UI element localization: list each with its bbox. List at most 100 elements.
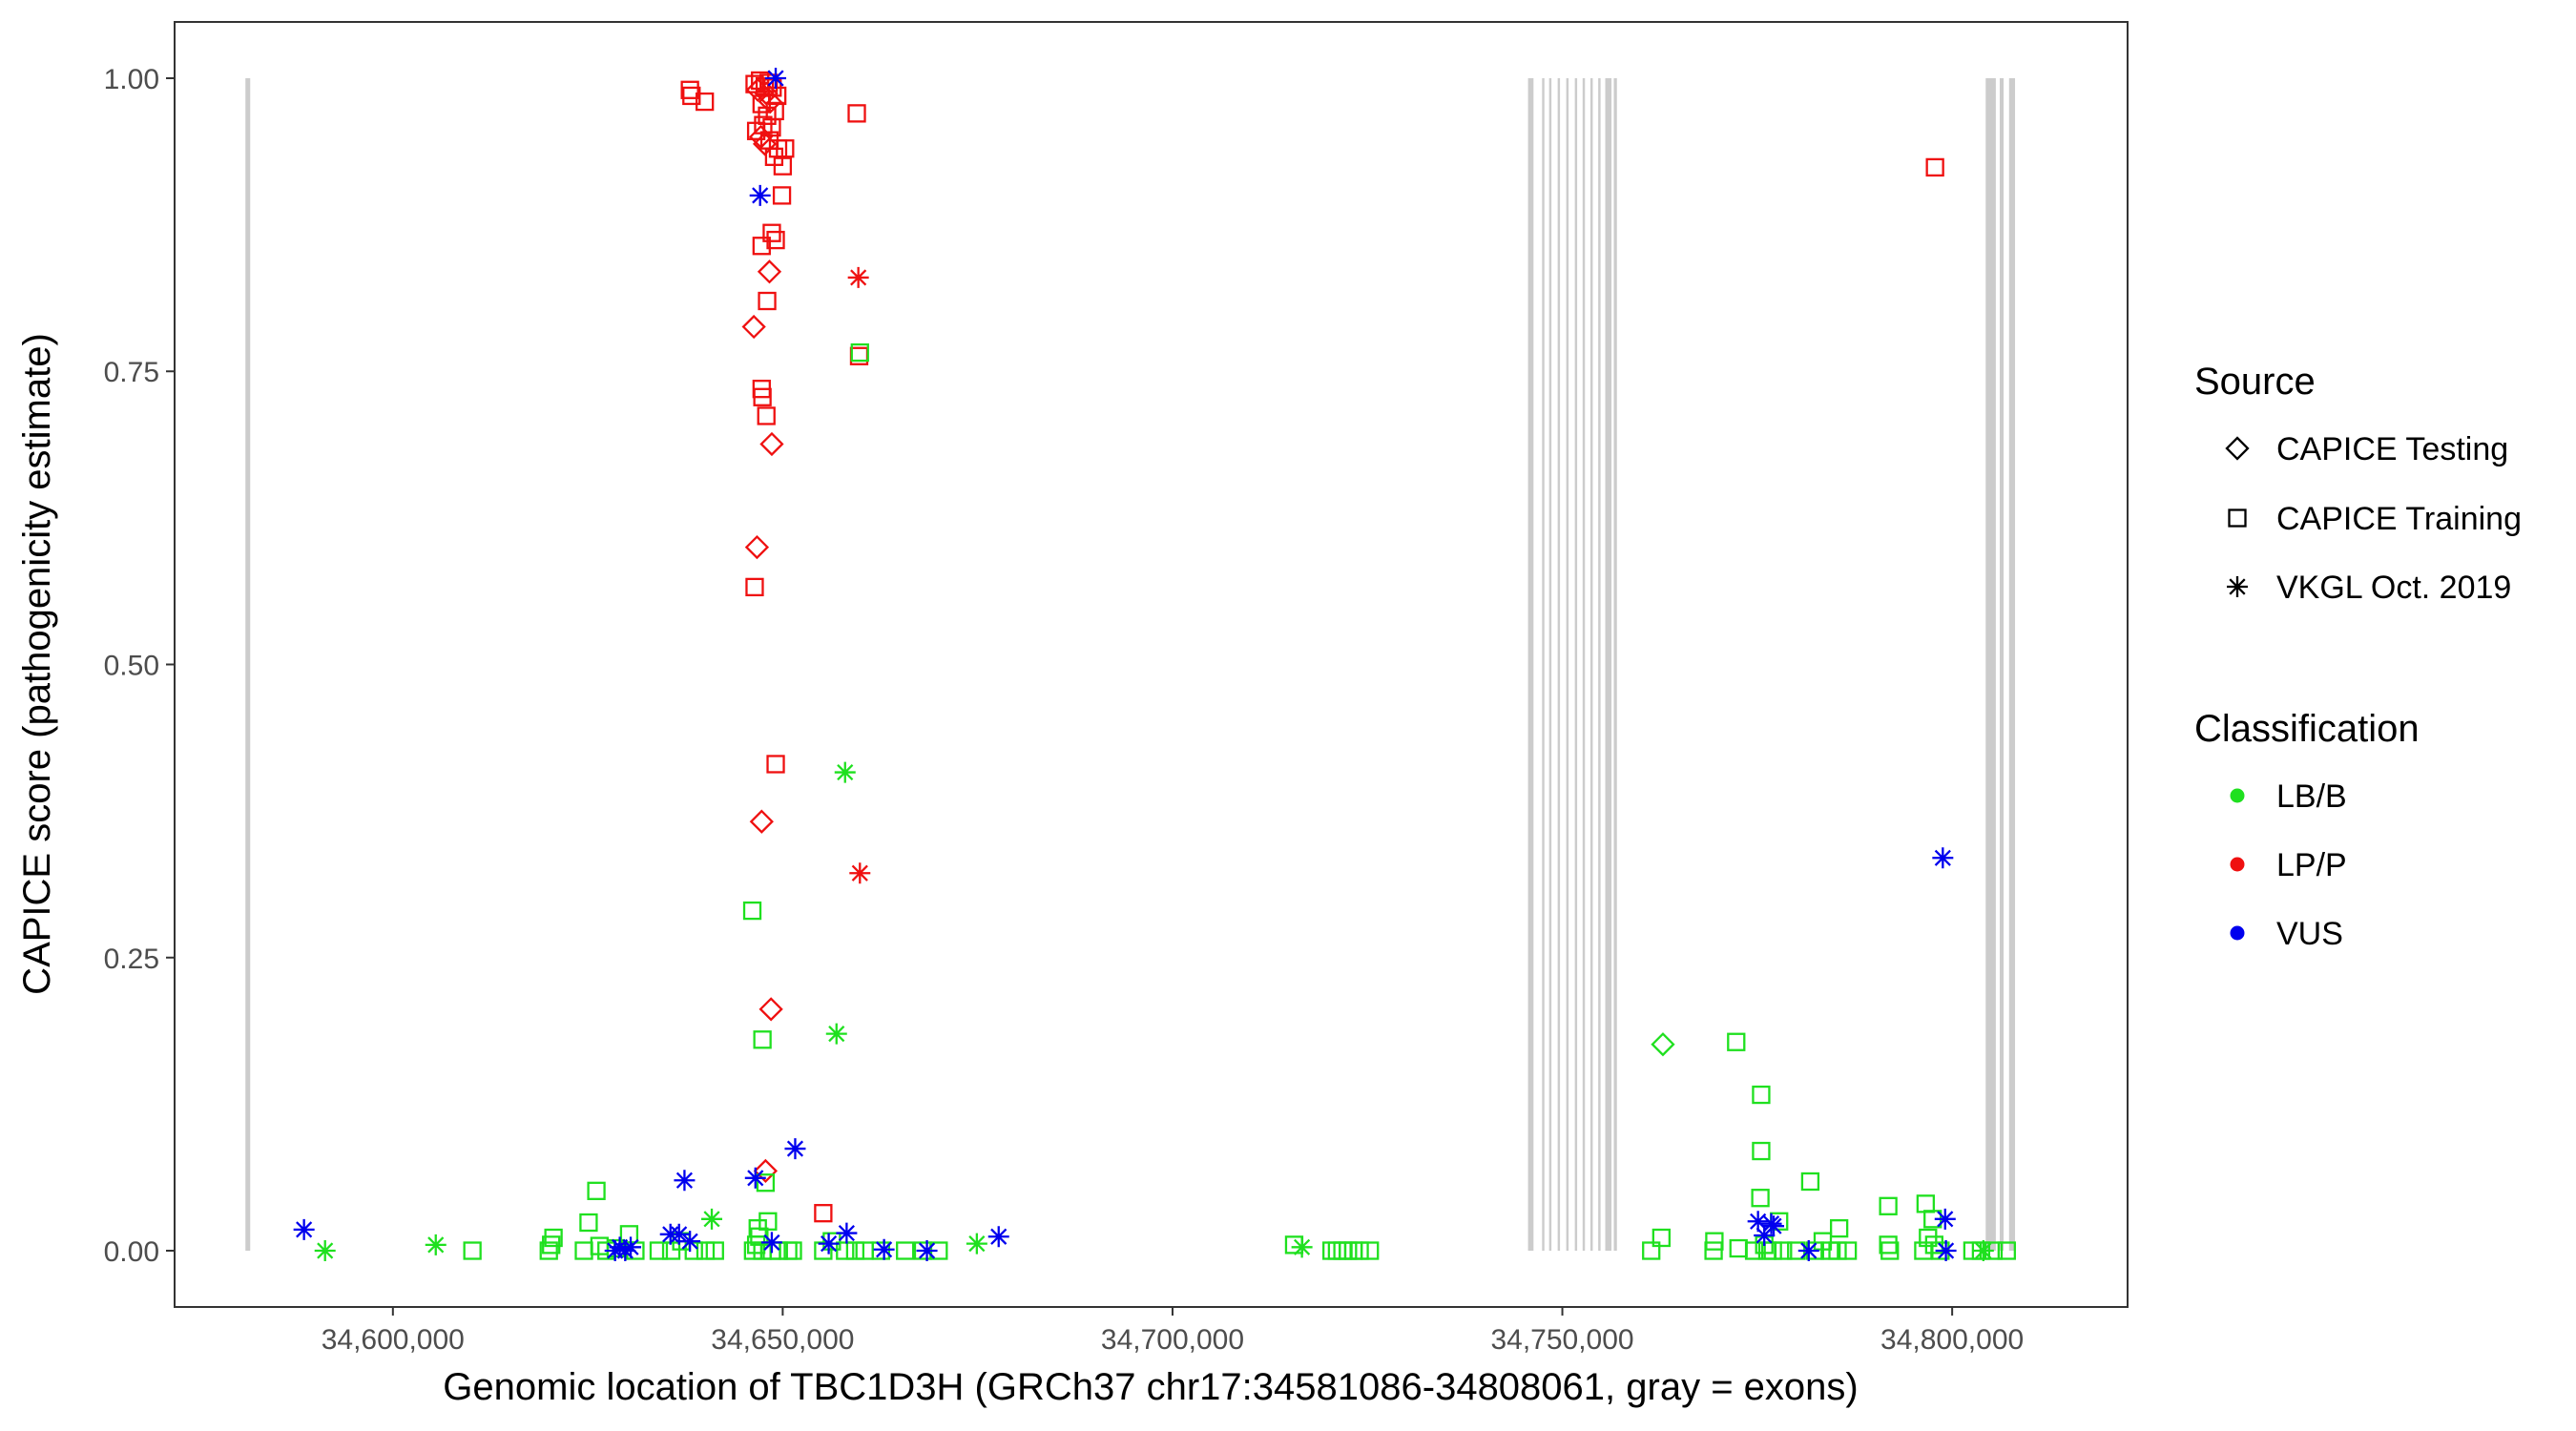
exon-band [245, 77, 251, 1252]
data-point [836, 1222, 858, 1244]
exon-bands [245, 77, 2016, 1252]
data-point [293, 1218, 315, 1240]
legend: Source Classification CAPICE Testing CAPI… [2194, 361, 2522, 952]
data-point [744, 534, 770, 560]
data-point [1642, 1241, 1661, 1260]
data-point [705, 1241, 724, 1260]
data-point [1350, 1241, 1369, 1260]
data-point [814, 1204, 833, 1223]
data-point [825, 1023, 847, 1045]
data-point [1838, 1241, 1858, 1260]
data-point [649, 1241, 669, 1260]
plot-background [175, 22, 2128, 1307]
exon-band [1605, 77, 1612, 1252]
data-point [745, 577, 764, 597]
data-point [1828, 1241, 1847, 1260]
data-point [756, 1173, 776, 1192]
data-point [758, 291, 777, 311]
data-point [757, 406, 776, 425]
legend-source-key [2228, 508, 2247, 528]
data-point [757, 259, 782, 284]
data-point [752, 237, 771, 256]
data-point [614, 1240, 636, 1262]
data-point [759, 431, 784, 457]
data-point [896, 1241, 915, 1260]
legend-class-label: LP/P [2276, 847, 2347, 883]
data-point [684, 1241, 703, 1260]
data-point [818, 1233, 840, 1255]
data-point [609, 1236, 631, 1258]
data-point [772, 186, 792, 205]
exon-band [2008, 77, 2016, 1252]
data-point [1727, 1032, 1746, 1051]
data-point [1361, 1241, 1380, 1260]
exon-band [1999, 77, 2005, 1252]
exon-band [1527, 77, 1534, 1252]
data-point [753, 1158, 779, 1184]
data-point [784, 1138, 806, 1160]
data-point [1972, 1240, 1994, 1262]
data-point [847, 266, 869, 288]
legend-source-title: Source [2194, 361, 2316, 403]
data-point [1751, 1189, 1770, 1208]
data-point [1932, 847, 1954, 869]
data-point [822, 1232, 841, 1251]
data-point [314, 1240, 336, 1262]
exon-band [1598, 77, 1601, 1252]
legend-class-label: LB/B [2276, 778, 2347, 815]
data-points [293, 67, 2016, 1262]
legend-source-label: CAPICE Testing [2276, 431, 2508, 467]
data-point [579, 1213, 598, 1233]
data-point [766, 230, 785, 250]
data-point [744, 1167, 766, 1189]
data-point [745, 77, 770, 102]
data-point [850, 342, 869, 363]
data-point [620, 1236, 642, 1258]
x-tick-label: 34,700,000 [1101, 1324, 1244, 1356]
x-tick-label: 34,650,000 [711, 1324, 854, 1356]
data-point [834, 761, 856, 783]
data-point [680, 80, 699, 99]
data-point [760, 1232, 782, 1254]
data-point [1752, 1085, 1771, 1105]
y-tick-label: 0.25 [104, 944, 159, 975]
data-point [766, 755, 785, 774]
data-point [836, 1241, 855, 1260]
exon-band [1542, 77, 1545, 1252]
legend-source-key [2227, 576, 2248, 597]
x-tick-label: 34,800,000 [1880, 1324, 2024, 1356]
data-point [1800, 1172, 1820, 1192]
legend-classification-title: Classification [2194, 708, 2420, 750]
data-point [1744, 1241, 1764, 1260]
data-point [1879, 1196, 1898, 1215]
data-point [987, 1226, 1009, 1248]
y-axis: 0.00 0.25 0.50 0.75 1.00 [104, 64, 175, 1268]
data-point [1705, 1232, 1724, 1251]
data-point [587, 1181, 606, 1200]
data-point [749, 809, 774, 834]
data-point [753, 387, 772, 406]
data-point [539, 1241, 558, 1260]
data-point [1754, 1225, 1776, 1247]
exon-band [1985, 77, 1996, 1252]
data-point [758, 997, 783, 1022]
data-point [1829, 1219, 1849, 1238]
legend-source-label: VKGL Oct. 2019 [2276, 570, 2511, 606]
data-point [765, 67, 787, 89]
legend-source-key [2225, 436, 2250, 461]
data-point [753, 1030, 772, 1049]
exon-band [1613, 77, 1617, 1252]
data-point [1934, 1208, 1956, 1230]
data-point [1763, 1241, 1782, 1260]
data-point [1291, 1236, 1313, 1258]
data-point [1752, 1141, 1771, 1161]
data-point [1651, 1032, 1675, 1057]
data-point [544, 1228, 563, 1248]
data-point [1797, 1240, 1819, 1262]
exon-band [1566, 77, 1569, 1252]
data-point [849, 862, 871, 884]
data-point [773, 156, 793, 176]
x-tick-label: 34,600,000 [322, 1324, 465, 1356]
data-point [871, 1241, 891, 1260]
